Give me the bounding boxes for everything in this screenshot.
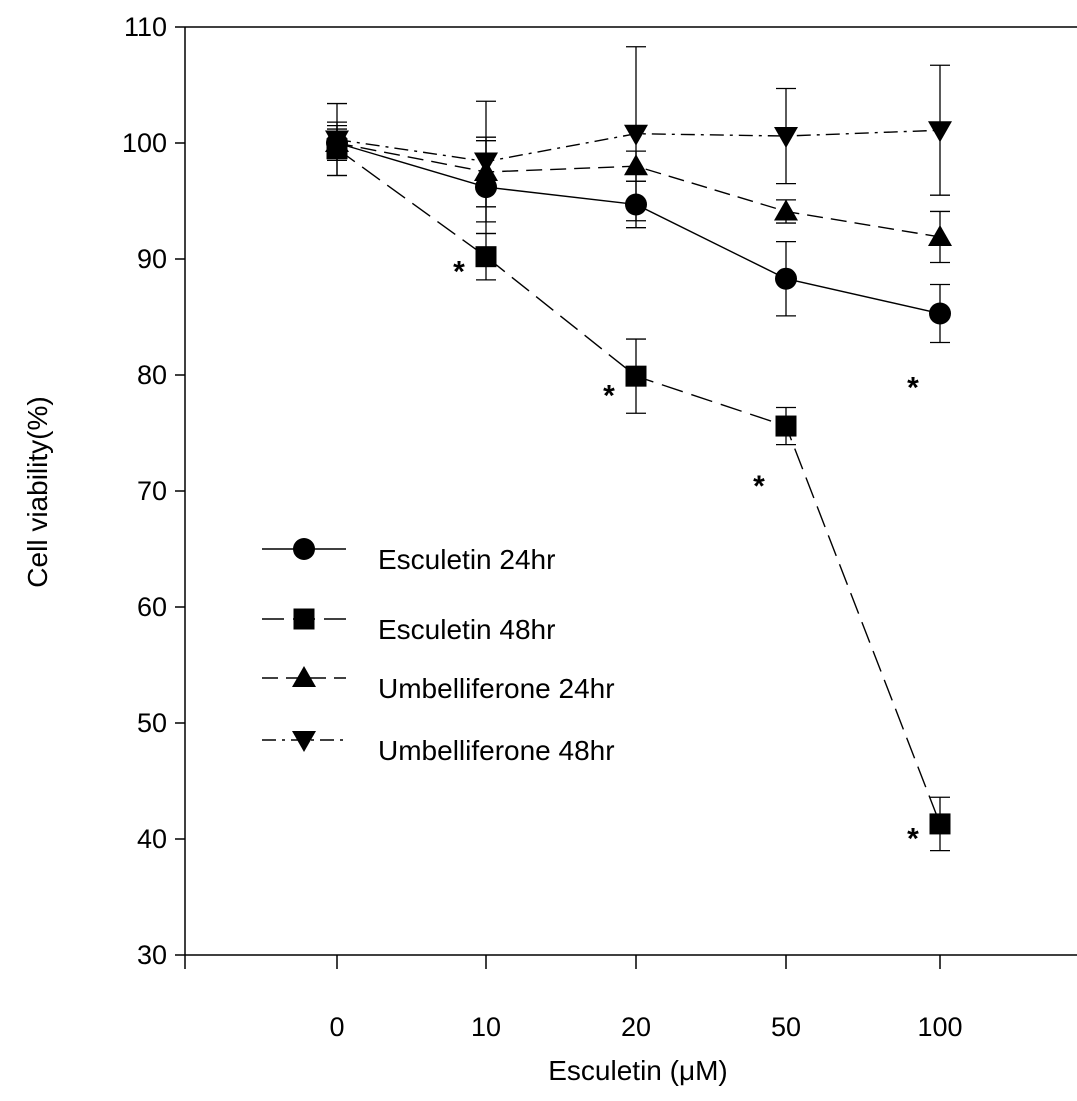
y-tick-label: 100	[122, 128, 167, 158]
y-tick-label: 50	[137, 708, 167, 738]
data-point-esculetin-24hr	[929, 302, 951, 325]
legend-label: Umbelliferone 24hr	[378, 673, 615, 704]
x-tick-label: 10	[471, 1012, 501, 1042]
x-tick-label: 0	[329, 1012, 344, 1042]
data-point-esculetin-48hr	[625, 365, 647, 387]
legend-marker	[292, 666, 316, 687]
series-esculetin-24hr	[326, 124, 951, 344]
data-point-umbelliferone-48hr	[325, 130, 349, 152]
legend: Esculetin 24hr Esculetin 48hr Umbelliferon…	[262, 538, 615, 766]
x-tick-label: 50	[771, 1012, 801, 1042]
data-point-umbelliferone-24hr	[928, 224, 952, 246]
series-umbelliferone-48hr	[325, 46, 952, 223]
legend-item-umbelliferone-24hr: Umbelliferone 24hr	[262, 666, 615, 704]
axes: 30 40 50 60 70 80 90 100 110 0 10 20 50 100	[122, 12, 1077, 1042]
significance-marker: *	[603, 379, 615, 412]
data-point-esculetin-48hr	[929, 813, 951, 835]
legend-marker	[293, 538, 315, 560]
data-point-esculetin-48hr	[775, 415, 797, 437]
significance-marker: *	[907, 823, 919, 856]
x-tick-label: 100	[917, 1012, 962, 1042]
legend-item-esculetin-24hr: Esculetin 24hr	[262, 538, 555, 575]
series-layer	[325, 46, 952, 852]
y-tick-label: 80	[137, 360, 167, 390]
data-point-umbelliferone-48hr	[474, 152, 498, 174]
significance-marker: *	[753, 470, 765, 503]
legend-label: Esculetin 24hr	[378, 544, 555, 575]
legend-label: Umbelliferone 48hr	[378, 735, 615, 766]
data-point-umbelliferone-48hr	[624, 124, 648, 146]
y-axis-title: Cell viability(%)	[22, 396, 53, 587]
legend-item-umbelliferone-48hr: Umbelliferone 48hr	[262, 731, 615, 766]
legend-label: Esculetin 48hr	[378, 614, 555, 645]
legend-marker	[292, 731, 316, 752]
y-tick-label: 30	[137, 940, 167, 970]
y-tick-label: 60	[137, 592, 167, 622]
series-line-esculetin-48hr	[336, 148, 941, 825]
series-esculetin-48hr	[326, 121, 951, 852]
data-point-umbelliferone-48hr	[774, 127, 798, 149]
y-tick-label: 70	[137, 476, 167, 506]
series-line-umbelliferone-24hr	[336, 142, 941, 238]
y-tick-label: 40	[137, 824, 167, 854]
y-tick-label: 90	[137, 244, 167, 274]
legend-item-esculetin-48hr: Esculetin 48hr	[262, 608, 555, 645]
y-tick-label: 110	[124, 12, 167, 42]
significance-marker: *	[453, 255, 465, 288]
annotation-layer: * * * * *	[453, 255, 919, 855]
significance-marker: *	[907, 371, 919, 404]
data-point-umbelliferone-48hr	[928, 121, 952, 143]
x-tick-label: 20	[621, 1012, 651, 1042]
x-axis-title: Esculetin (μM)	[548, 1055, 728, 1086]
data-point-esculetin-48hr	[475, 246, 497, 268]
data-point-umbelliferone-24hr	[774, 199, 798, 221]
data-point-esculetin-24hr	[775, 267, 797, 290]
legend-marker	[293, 608, 315, 630]
